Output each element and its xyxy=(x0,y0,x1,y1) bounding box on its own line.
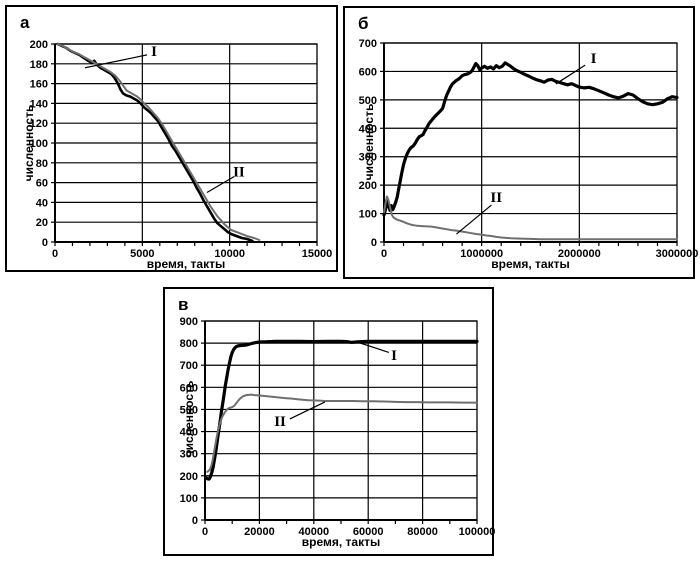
y-tick-label: 60 xyxy=(36,178,48,190)
y-tick-label: 600 xyxy=(359,66,377,78)
y-tick-label: 400 xyxy=(180,427,198,439)
annotation-leader-II xyxy=(456,204,492,235)
x-tick-label: 0 xyxy=(202,526,208,538)
x-tick-label: 10000 xyxy=(214,248,245,260)
annotation-leader-II xyxy=(206,176,235,194)
y-tick-label: 500 xyxy=(180,404,198,416)
y-tick-label: 500 xyxy=(359,95,377,107)
series-II xyxy=(56,43,261,241)
panel-b-y-axis-label: численность xyxy=(362,103,376,181)
panel-b: 0 100 200 300 400 500 600 700 0 1000000 2000000 300… xyxy=(343,6,699,279)
x-tick-label: 80000 xyxy=(407,526,438,538)
x-tick-label: 2000000 xyxy=(558,248,601,260)
x-tick-label: 0 xyxy=(381,248,387,260)
y-tick-label: 20 xyxy=(36,217,48,229)
y-tick-label: 160 xyxy=(30,79,48,91)
y-tick-label: 300 xyxy=(359,152,377,164)
annotation-label-I: I xyxy=(151,44,157,60)
y-tick-label: 0 xyxy=(42,237,48,249)
plot-border xyxy=(204,320,478,521)
y-tick-label: 100 xyxy=(30,138,48,150)
y-tick-label: 0 xyxy=(192,515,198,527)
series-II xyxy=(383,195,678,241)
panel-v-letter: в xyxy=(178,295,189,314)
y-tick-label: 800 xyxy=(180,338,198,350)
x-tick-label: 5000 xyxy=(130,248,154,260)
panel-v-y-axis-label: численность xyxy=(182,380,196,458)
y-tick-label: 80 xyxy=(36,158,48,170)
panel-a-x-axis-label: время, такты xyxy=(146,257,226,271)
x-tick-label: 20000 xyxy=(244,526,275,538)
annotation-label-I: I xyxy=(591,51,597,67)
y-tick-label: 40 xyxy=(36,197,48,209)
annotation-leader-I xyxy=(356,341,390,353)
panel-b-x-axis-label: время, такты xyxy=(491,257,570,271)
y-tick-label: 300 xyxy=(180,449,198,461)
series-II xyxy=(206,393,478,473)
annotation-label-I: I xyxy=(391,348,397,364)
y-tick-label: 180 xyxy=(30,59,48,71)
series-I xyxy=(56,42,254,243)
y-tick-label: 900 xyxy=(180,316,198,328)
panel-v-x-axis-label: время, такты xyxy=(301,535,381,549)
annotation-leader-I xyxy=(555,64,586,85)
panel-v: 0 100 200 300 400 500 600 700 800 900 0 20000 40000 6… xyxy=(163,287,496,556)
y-tick-label: 100 xyxy=(180,493,198,505)
y-tick-label: 140 xyxy=(30,98,48,110)
chart-a: 0 20 40 60 80 100 120 140 160 180 200 0 5000 10000 150… xyxy=(30,39,333,260)
annotation-leader-II xyxy=(289,401,326,420)
plot-border xyxy=(383,42,678,243)
annotation-label-II: II xyxy=(274,414,286,430)
y-tick-label: 0 xyxy=(371,237,377,249)
x-tick-label: 40000 xyxy=(299,526,330,538)
x-tick-label: 100000 xyxy=(459,526,496,538)
y-tick-label: 120 xyxy=(30,118,48,130)
series-I xyxy=(204,339,479,481)
chart-b: 0 100 200 300 400 500 600 700 0 1000000 2000000 300… xyxy=(359,38,699,260)
series-I xyxy=(382,61,679,217)
panel-a: 0 20 40 60 80 100 120 140 160 180 200 0 5000 10000 150… xyxy=(5,5,338,272)
y-tick-label: 600 xyxy=(180,382,198,394)
y-tick-label: 100 xyxy=(359,209,377,221)
panel-b-letter: б xyxy=(358,14,369,33)
y-tick-label: 200 xyxy=(359,180,377,192)
chart-v: 0 100 200 300 400 500 600 700 800 900 0 20000 40000 6… xyxy=(180,316,496,538)
y-tick-label: 700 xyxy=(359,38,377,50)
x-tick-label: 0 xyxy=(52,248,58,260)
panel-a-y-axis-label: численность xyxy=(22,104,36,182)
y-tick-label: 200 xyxy=(30,39,48,51)
y-tick-label: 200 xyxy=(180,471,198,483)
x-tick-label: 1000000 xyxy=(460,248,503,260)
y-tick-label: 700 xyxy=(180,360,198,372)
annotation-label-II: II xyxy=(490,190,502,206)
x-tick-label: 15000 xyxy=(302,248,333,260)
x-tick-label: 60000 xyxy=(353,526,384,538)
x-tick-label: 3000000 xyxy=(656,248,699,260)
panel-a-letter: а xyxy=(20,13,30,32)
y-tick-label: 400 xyxy=(359,123,377,135)
annotation-label-II: II xyxy=(233,165,245,181)
annotation-leader-I xyxy=(84,54,148,69)
